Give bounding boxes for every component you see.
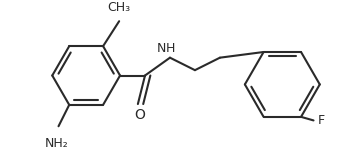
Text: H: H bbox=[166, 42, 176, 55]
Text: F: F bbox=[318, 114, 325, 127]
Text: NH₂: NH₂ bbox=[45, 137, 69, 150]
Text: O: O bbox=[134, 108, 145, 122]
Text: CH₃: CH₃ bbox=[108, 1, 131, 14]
Text: N: N bbox=[157, 42, 166, 55]
